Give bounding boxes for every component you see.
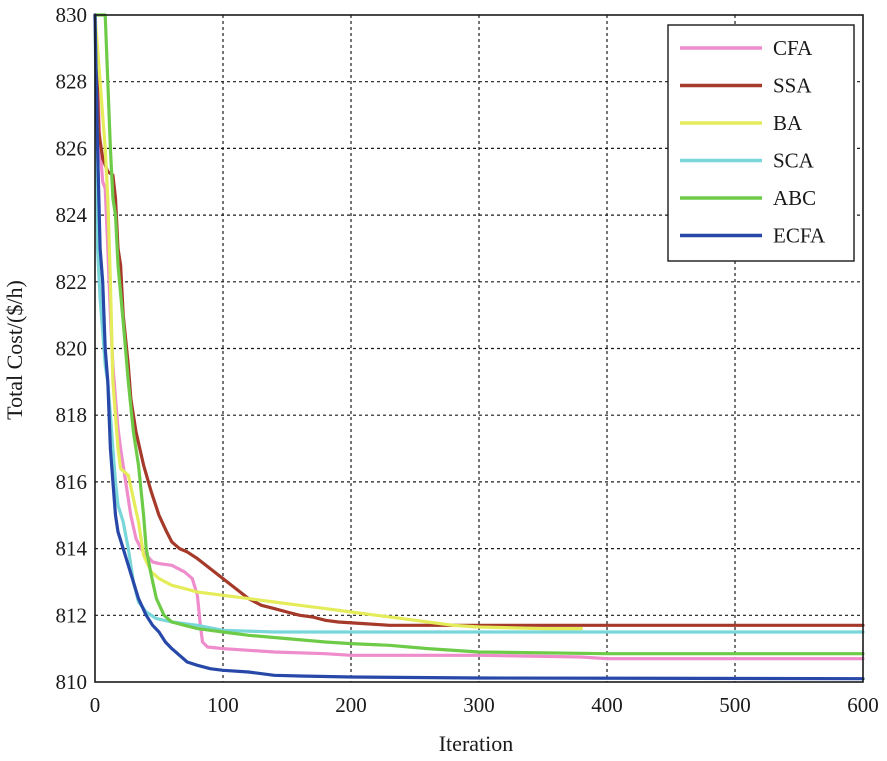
y-tick-label: 824 <box>56 203 88 227</box>
x-tick-labels: 0 100 200 300 400 500 600 <box>90 693 879 717</box>
x-tick-label: 0 <box>90 693 101 717</box>
series-line-abc <box>93 13 865 656</box>
y-tick-label: 830 <box>56 3 88 27</box>
x-tick-label: 100 <box>207 693 239 717</box>
y-tick-label: 826 <box>56 136 88 160</box>
series-line-ba <box>93 13 583 631</box>
y-tick-label: 818 <box>56 403 88 427</box>
legend-label-abc: ABC <box>773 186 816 210</box>
legend-label-sca: SCA <box>773 149 815 173</box>
legend-label-cfa: CFA <box>773 36 813 60</box>
x-tick-label: 200 <box>335 693 367 717</box>
y-tick-label: 814 <box>56 537 88 561</box>
plot-frame <box>94 14 864 683</box>
y-tick-label: 828 <box>56 70 88 94</box>
y-tick-label: 822 <box>56 270 88 294</box>
legend-label-ecfa: ECFA <box>773 224 826 248</box>
legend-box <box>667 24 855 262</box>
legend: CFA SSA BA SCA ABC ECFA <box>667 24 855 262</box>
y-tick-labels: 810 812 814 816 818 820 822 824 826 828 830 <box>56 3 88 694</box>
y-tick-label: 820 <box>56 337 88 361</box>
series-line-ecfa <box>93 13 865 681</box>
legend-label-ssa: SSA <box>773 74 812 98</box>
series-lines <box>93 13 865 681</box>
x-axis-label: Iteration <box>439 731 514 756</box>
y-tick-label: 812 <box>56 603 88 627</box>
y-tick-label: 810 <box>56 670 88 694</box>
y-tick-label: 816 <box>56 470 88 494</box>
x-tick-label: 400 <box>591 693 623 717</box>
x-tick-label: 500 <box>719 693 751 717</box>
grid-lines <box>95 15 863 682</box>
y-axis-label: Total Cost/($/h) <box>2 280 27 420</box>
x-tick-label: 300 <box>463 693 495 717</box>
x-tick-label: 600 <box>847 693 879 717</box>
legend-label-ba: BA <box>773 111 803 135</box>
